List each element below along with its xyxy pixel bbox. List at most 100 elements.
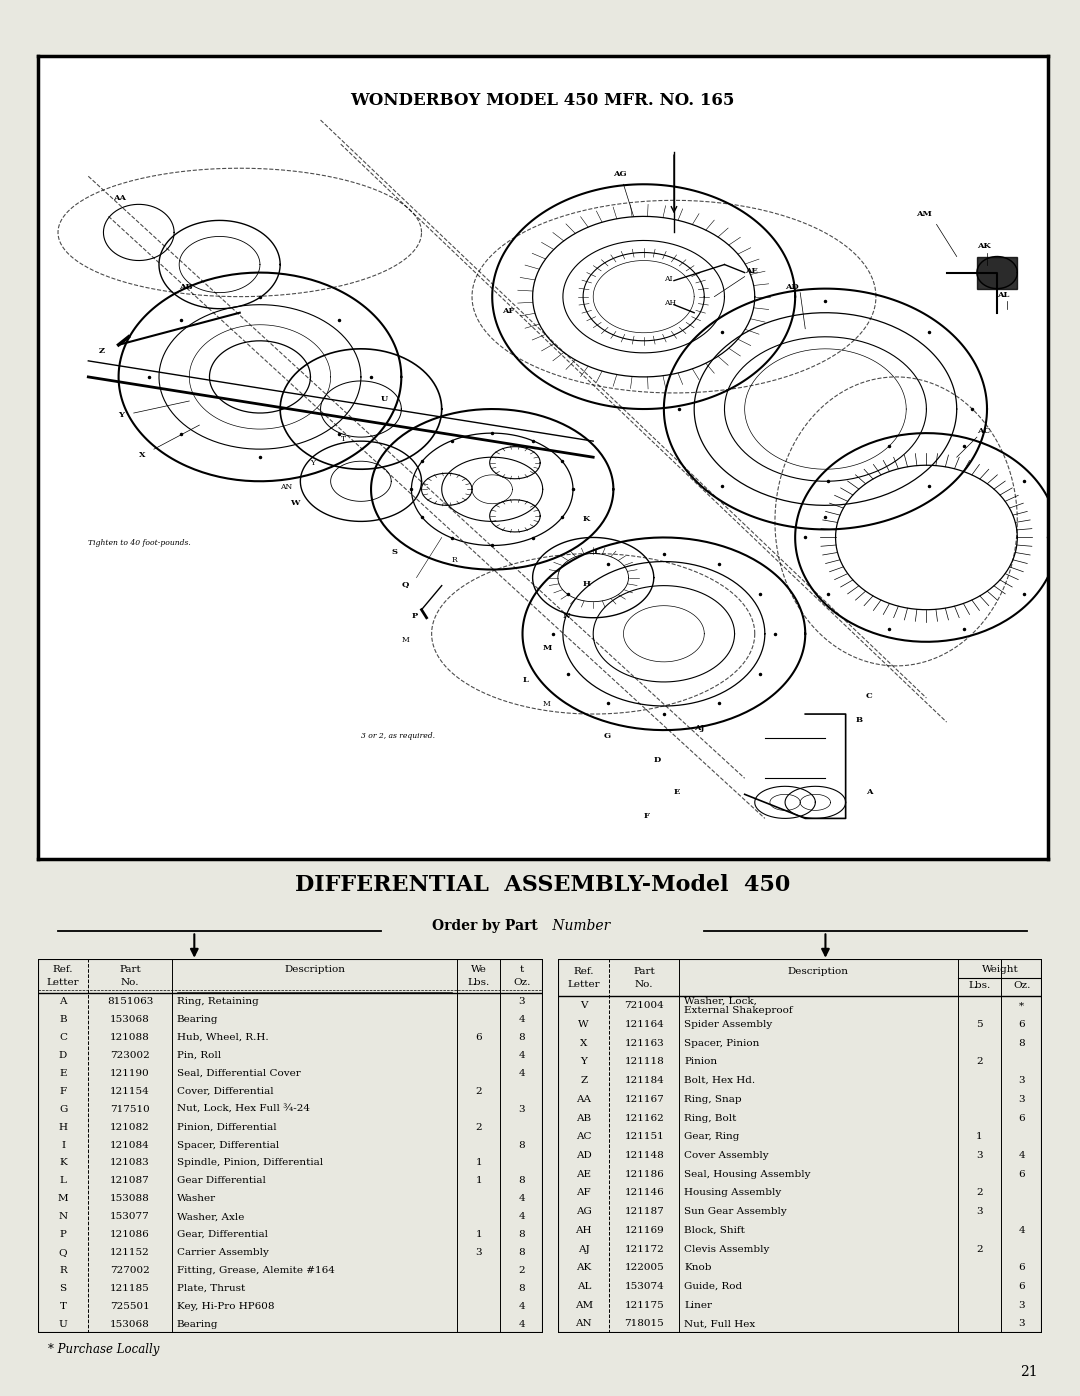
- Text: 153074: 153074: [624, 1282, 664, 1291]
- Text: F: F: [644, 812, 649, 821]
- Text: Cover, Differential: Cover, Differential: [177, 1086, 273, 1096]
- Text: Q: Q: [58, 1248, 67, 1256]
- Text: AD: AD: [576, 1150, 592, 1160]
- Text: V: V: [580, 1001, 588, 1011]
- Text: Nut, Lock, Hex Full ¾-24: Nut, Lock, Hex Full ¾-24: [177, 1104, 310, 1114]
- Text: 121146: 121146: [624, 1188, 664, 1198]
- Text: 121082: 121082: [110, 1122, 150, 1132]
- Text: 718015: 718015: [624, 1319, 664, 1329]
- Text: Ring, Bolt: Ring, Bolt: [684, 1114, 737, 1122]
- Text: A: A: [866, 789, 873, 796]
- Text: Fitting, Grease, Alemite #164: Fitting, Grease, Alemite #164: [177, 1266, 335, 1275]
- Text: H: H: [583, 579, 591, 588]
- Text: 4: 4: [1018, 1226, 1025, 1235]
- Text: AK: AK: [576, 1263, 592, 1272]
- Text: M: M: [57, 1195, 68, 1203]
- Text: G: G: [604, 732, 610, 740]
- Text: No.: No.: [121, 979, 139, 987]
- Text: Bearing: Bearing: [177, 1319, 218, 1329]
- Text: AG: AG: [576, 1208, 592, 1216]
- Text: DIFFERENTIAL  ASSEMBLY-Model  450: DIFFERENTIAL ASSEMBLY-Model 450: [295, 874, 791, 896]
- Text: AK: AK: [977, 243, 990, 250]
- Text: 6: 6: [1018, 1263, 1025, 1272]
- Text: 2: 2: [976, 1057, 983, 1067]
- Text: 6: 6: [1018, 1170, 1025, 1178]
- Text: 1: 1: [976, 1132, 983, 1142]
- Text: 121118: 121118: [624, 1057, 664, 1067]
- Text: Z: Z: [98, 346, 105, 355]
- Text: 1: 1: [475, 1159, 482, 1167]
- Text: I: I: [60, 1141, 65, 1149]
- Text: 121169: 121169: [624, 1226, 664, 1235]
- Text: 723002: 723002: [110, 1051, 150, 1060]
- Text: 8: 8: [518, 1248, 525, 1256]
- Text: 121172: 121172: [624, 1244, 664, 1254]
- Text: Q: Q: [402, 579, 408, 588]
- Text: Nut, Full Hex: Nut, Full Hex: [684, 1319, 755, 1329]
- Text: AF: AF: [502, 307, 515, 314]
- Text: 4: 4: [518, 1051, 525, 1060]
- Text: Bearing: Bearing: [177, 1015, 218, 1025]
- Text: L: L: [523, 676, 528, 684]
- Text: N: N: [563, 611, 570, 620]
- Text: 2: 2: [976, 1244, 983, 1254]
- Text: Plate, Thrust: Plate, Thrust: [177, 1284, 245, 1293]
- Text: 8: 8: [1018, 1039, 1025, 1048]
- Text: G: G: [59, 1104, 67, 1114]
- Text: * Purchase Locally: * Purchase Locally: [48, 1343, 159, 1357]
- Text: K: K: [583, 515, 591, 524]
- Text: AG: AG: [613, 170, 627, 179]
- Text: Order by Part: Order by Part: [432, 919, 538, 933]
- Text: AH: AH: [576, 1226, 592, 1235]
- Text: AL: AL: [577, 1282, 591, 1291]
- Text: WONDERBOY MODEL 450 MFR. NO. 165: WONDERBOY MODEL 450 MFR. NO. 165: [351, 92, 734, 109]
- Text: AB: AB: [179, 282, 193, 290]
- Text: AN: AN: [280, 483, 293, 491]
- Text: Seal, Differential Cover: Seal, Differential Cover: [177, 1069, 300, 1078]
- Text: A: A: [59, 997, 67, 1007]
- Text: 21: 21: [1020, 1365, 1038, 1379]
- Text: Pin, Roll: Pin, Roll: [177, 1051, 221, 1060]
- Text: 153077: 153077: [110, 1212, 150, 1222]
- Text: 1: 1: [475, 1177, 482, 1185]
- Text: 153088: 153088: [110, 1195, 150, 1203]
- Text: AC: AC: [576, 1132, 592, 1142]
- Text: *: *: [1020, 1001, 1024, 1011]
- Text: K: K: [59, 1159, 67, 1167]
- Text: Description: Description: [788, 966, 849, 976]
- Text: Spider Assembly: Spider Assembly: [684, 1020, 772, 1029]
- Text: 717510: 717510: [110, 1104, 150, 1114]
- Text: t: t: [519, 965, 524, 973]
- Text: S: S: [59, 1284, 67, 1293]
- Text: 8: 8: [518, 1230, 525, 1240]
- Text: Guide, Rod: Guide, Rod: [684, 1282, 742, 1291]
- Text: Tighten to 40 foot-pounds.: Tighten to 40 foot-pounds.: [89, 539, 191, 547]
- Text: X: X: [580, 1039, 588, 1048]
- Text: Z: Z: [580, 1076, 588, 1085]
- Text: Clevis Assembly: Clevis Assembly: [684, 1244, 770, 1254]
- Text: M: M: [402, 635, 409, 644]
- Text: E: E: [59, 1069, 67, 1078]
- Text: 121184: 121184: [624, 1076, 664, 1085]
- Text: 121152: 121152: [110, 1248, 150, 1256]
- Text: 6: 6: [1018, 1020, 1025, 1029]
- Text: 3: 3: [475, 1248, 482, 1256]
- Text: 2: 2: [475, 1122, 482, 1132]
- Text: 121154: 121154: [110, 1086, 150, 1096]
- Text: X: X: [139, 451, 146, 459]
- Polygon shape: [977, 257, 1017, 289]
- Text: Oz.: Oz.: [1013, 981, 1030, 991]
- Text: AN: AN: [576, 1319, 592, 1329]
- Text: 8: 8: [518, 1284, 525, 1293]
- Text: 721004: 721004: [624, 1001, 664, 1011]
- Text: 725501: 725501: [110, 1302, 150, 1311]
- Text: Part: Part: [119, 965, 140, 973]
- Text: W: W: [579, 1020, 589, 1029]
- Text: AA: AA: [577, 1094, 591, 1104]
- Text: Y: Y: [310, 459, 315, 468]
- Text: Cover Assembly: Cover Assembly: [684, 1150, 769, 1160]
- Text: Part: Part: [633, 966, 656, 976]
- Text: Oz.: Oz.: [513, 979, 530, 987]
- Text: AC: AC: [977, 427, 990, 436]
- Text: Bolt, Hex Hd.: Bolt, Hex Hd.: [684, 1076, 755, 1085]
